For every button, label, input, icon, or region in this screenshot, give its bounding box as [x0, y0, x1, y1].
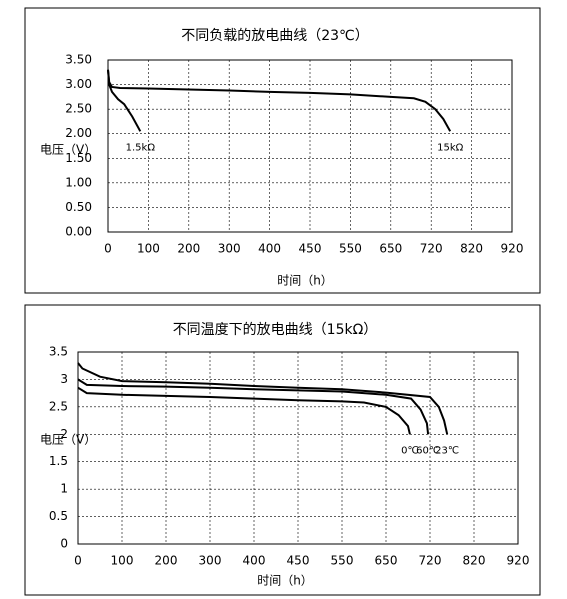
plot-area	[107, 59, 513, 233]
series-line	[77, 378, 430, 435]
x-tick-label: 100	[137, 242, 160, 256]
series-line	[107, 69, 452, 132]
x-tick-label: 720	[420, 242, 443, 256]
y-tick-label: 1.5	[49, 454, 68, 468]
x-tick-label: 650	[379, 242, 402, 256]
y-tick-label: 2	[60, 427, 68, 441]
series-line	[77, 386, 411, 435]
y-tick-label: 1	[60, 482, 68, 496]
y-tick-label: 3.50	[65, 53, 92, 67]
y-tick-label: 0.00	[65, 225, 92, 239]
x-tick-label: 450	[287, 554, 310, 568]
x-tick-label: 200	[177, 242, 200, 256]
x-tick-label: 650	[375, 554, 398, 568]
y-tick-label: 2.5	[49, 399, 68, 413]
y-tick-label: 3.00	[65, 77, 92, 91]
chart-title: 不同温度下的放电曲线（15kΩ）	[173, 322, 378, 338]
x-tick-label: 0	[104, 242, 112, 256]
x-tick-label: 550	[331, 554, 354, 568]
x-tick-label: 720	[419, 554, 442, 568]
series-label: 23℃	[435, 445, 459, 456]
y-axis-label: 电压（V）	[40, 143, 96, 157]
y-tick-label: 1.00	[65, 175, 92, 189]
x-tick-label: 400	[243, 554, 266, 568]
x-axis-label: 时间（h）	[277, 274, 333, 288]
x-tick-label: 920	[501, 242, 524, 256]
y-tick-label: 3	[60, 372, 68, 386]
chart-title: 不同负载的放电曲线（23℃）	[181, 28, 369, 44]
x-axis-label: 时间（h）	[257, 574, 313, 588]
x-tick-label: 200	[155, 554, 178, 568]
chart-frame	[24, 7, 541, 294]
y-tick-label: 1.50	[65, 151, 92, 165]
y-tick-label: 0.50	[65, 200, 92, 214]
x-tick-label: 400	[258, 242, 281, 256]
series-label: 0℃	[401, 445, 419, 456]
x-tick-label: 300	[199, 554, 222, 568]
x-tick-label: 100	[111, 554, 134, 568]
chart-frame	[24, 304, 541, 596]
x-tick-label: 300	[218, 242, 241, 256]
y-tick-label: 2.00	[65, 126, 92, 140]
x-tick-label: 0	[74, 554, 82, 568]
series-label: 60℃	[416, 445, 440, 456]
plot-area	[77, 351, 519, 545]
y-axis-label: 电压（V）	[40, 433, 96, 447]
y-tick-label: 3.5	[49, 345, 68, 359]
y-tick-label: 2.50	[65, 102, 92, 116]
x-tick-label: 820	[460, 242, 483, 256]
y-tick-label: 0	[60, 537, 68, 551]
series-label: 1.5kΩ	[126, 142, 156, 153]
x-tick-label: 920	[507, 554, 530, 568]
y-tick-label: 0.5	[49, 509, 68, 523]
x-tick-label: 450	[299, 242, 322, 256]
x-tick-label: 820	[463, 554, 486, 568]
series-line	[77, 362, 449, 435]
series-label: 15kΩ	[437, 142, 464, 153]
series-line	[107, 69, 142, 132]
x-tick-label: 550	[339, 242, 362, 256]
